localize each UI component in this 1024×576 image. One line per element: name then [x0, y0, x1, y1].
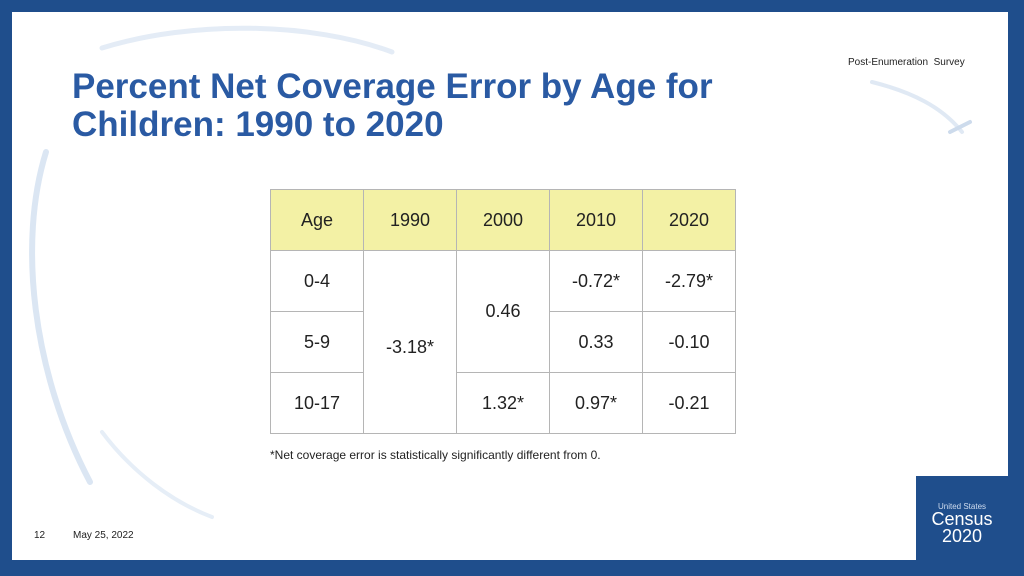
cell-2010: -0.72*: [549, 250, 643, 312]
swoosh-top-left: [99, 25, 395, 55]
cell-2020: -2.79*: [642, 250, 736, 312]
logo-year-text: 2020: [941, 526, 983, 546]
swoosh-dash-right: [948, 120, 972, 134]
cell-2020: -0.10: [642, 311, 736, 373]
cell-age: 5-9: [270, 311, 364, 373]
cell-age: 10-17: [270, 372, 364, 434]
logo-united-states-text: United States: [937, 502, 987, 511]
column-header-age: Age: [270, 189, 364, 251]
cell-2010: 0.97*: [549, 372, 643, 434]
swoosh-bottom-left: [100, 430, 214, 519]
column-header-2000: 2000: [456, 189, 550, 251]
footnote: *Net coverage error is statistically sig…: [270, 448, 601, 462]
table-header-row: Age 1990 2000 2010 2020: [270, 189, 736, 251]
swoosh-large-left: [29, 149, 93, 485]
slide: Post-Enumeration Survey Percent Net Cove…: [12, 12, 1008, 560]
coverage-error-table: Age 1990 2000 2010 2020 0-4 -3.18* 0.46 …: [270, 189, 736, 434]
cell-2020: -0.21: [642, 372, 736, 434]
logo-census-text: Census: [931, 509, 993, 529]
slide-date: May 25, 2022: [73, 530, 134, 541]
table-row: 5-9 0.33 -0.10: [270, 311, 736, 373]
cell-age: 0-4: [270, 250, 364, 312]
column-header-1990: 1990: [363, 189, 457, 251]
cell-2000-merged: 0.46: [456, 250, 550, 373]
census-2020-logo: United States Census 2020: [916, 476, 1008, 560]
page-number: 12: [34, 530, 46, 541]
table-row: 0-4 -3.18* 0.46 -0.72* -2.79*: [270, 250, 736, 434]
column-header-2020: 2020: [642, 189, 736, 251]
page-title: Percent Net Coverage Error by Age for Ch…: [72, 67, 713, 144]
cell-1990-merged: -3.18*: [363, 250, 457, 434]
table-row: 10-17 1.32* 0.97* -0.21: [270, 372, 736, 434]
cell-2010: 0.33: [549, 311, 643, 373]
swoosh-top-right: [870, 80, 964, 134]
column-header-2010: 2010: [549, 189, 643, 251]
survey-label: Post-Enumeration Survey: [848, 57, 965, 68]
cell-2000: 1.32*: [456, 372, 550, 434]
